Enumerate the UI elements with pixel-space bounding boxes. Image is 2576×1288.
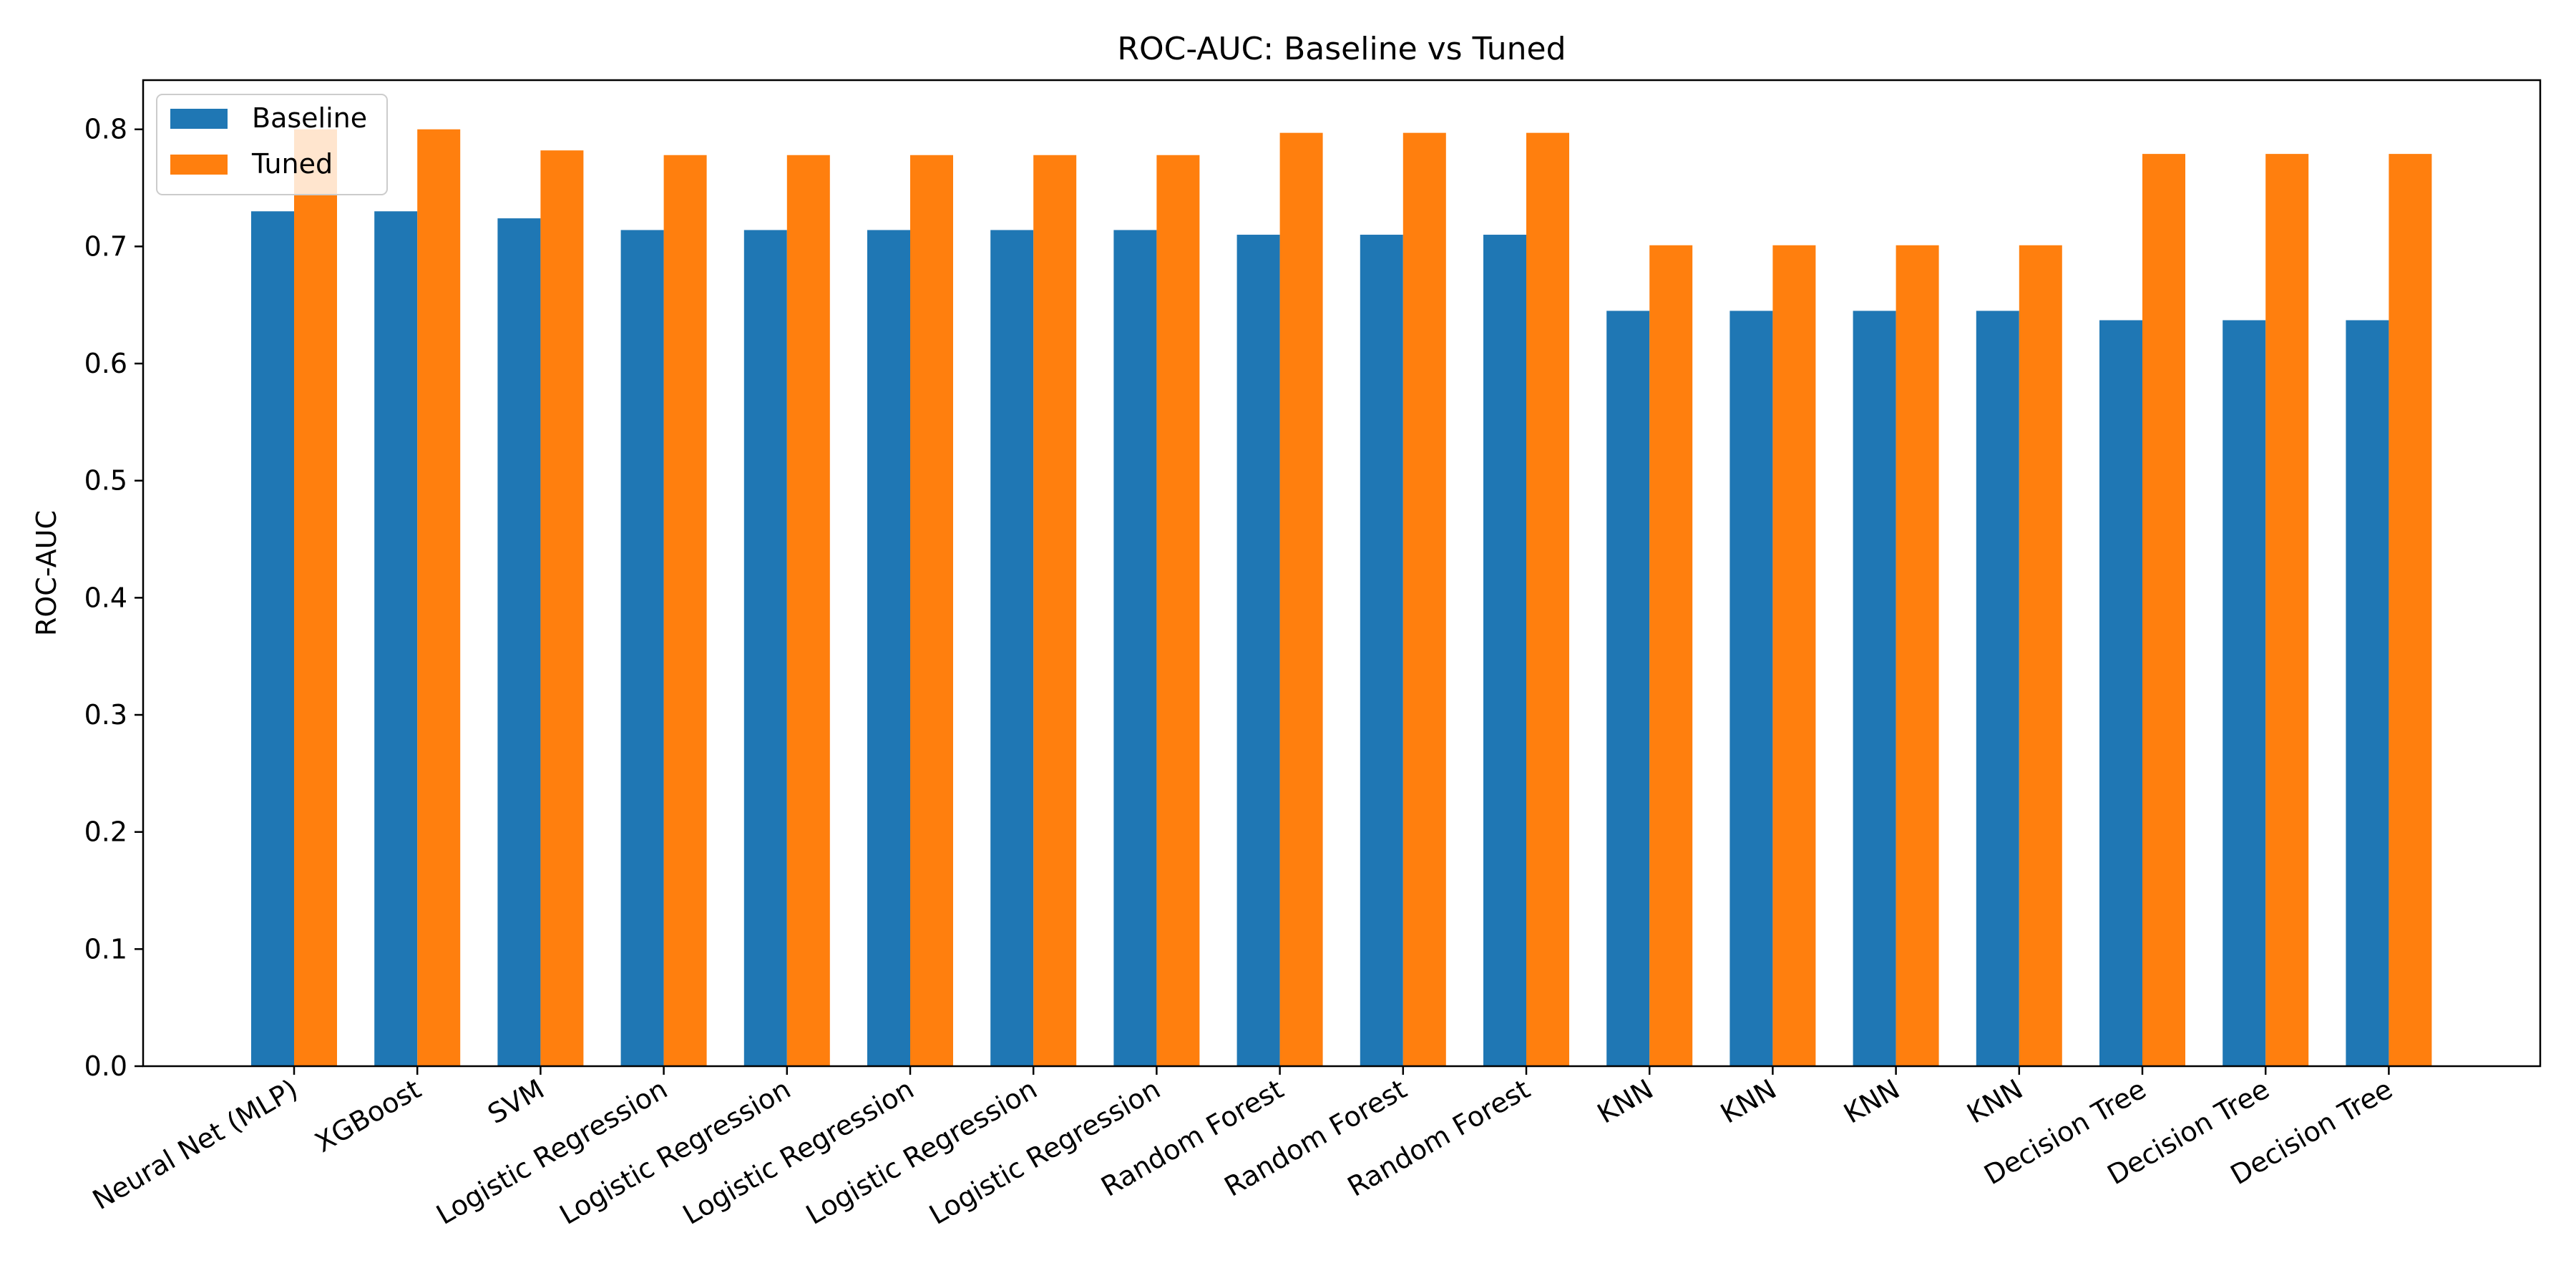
bar-tuned-2 bbox=[540, 150, 584, 1066]
bar-baseline-2 bbox=[497, 218, 541, 1066]
y-tick-label: 0.5 bbox=[84, 465, 127, 497]
bar-baseline-10 bbox=[1483, 235, 1526, 1066]
bar-tuned-4 bbox=[786, 155, 830, 1066]
bar-tuned-10 bbox=[1526, 132, 1569, 1066]
legend-label-tuned: Tuned bbox=[251, 148, 333, 180]
bar-tuned-7 bbox=[1156, 155, 1200, 1066]
bar-tuned-15 bbox=[2142, 154, 2185, 1067]
legend[interactable]: Baseline Tuned bbox=[156, 94, 388, 195]
bar-baseline-13 bbox=[1853, 311, 1896, 1066]
y-tick-label: 0.8 bbox=[84, 114, 127, 145]
y-tick-label: 0.2 bbox=[84, 816, 127, 848]
bar-baseline-5 bbox=[867, 230, 910, 1066]
bar-baseline-17 bbox=[2346, 320, 2389, 1067]
y-tick-label: 0.1 bbox=[84, 933, 127, 965]
bar-baseline-6 bbox=[990, 230, 1034, 1066]
bar-baseline-11 bbox=[1606, 311, 1650, 1066]
bar-baseline-15 bbox=[2099, 320, 2142, 1067]
chart-title: ROC-AUC: Baseline vs Tuned bbox=[1117, 31, 1566, 67]
bar-baseline-0 bbox=[251, 211, 294, 1067]
y-tick-label: 0.3 bbox=[84, 699, 127, 731]
bar-baseline-12 bbox=[1729, 311, 1773, 1066]
bar-baseline-9 bbox=[1360, 235, 1403, 1066]
y-tick-label: 0.7 bbox=[84, 230, 127, 262]
bar-tuned-5 bbox=[910, 155, 953, 1066]
legend-swatch-baseline bbox=[170, 109, 228, 129]
y-tick-label: 0.0 bbox=[84, 1050, 127, 1082]
bar-tuned-11 bbox=[1649, 245, 1693, 1067]
bar-tuned-12 bbox=[1772, 245, 1816, 1067]
bar-tuned-13 bbox=[1896, 245, 1939, 1067]
bar-baseline-3 bbox=[620, 230, 664, 1066]
bar-tuned-9 bbox=[1402, 132, 1446, 1066]
bar-tuned-8 bbox=[1279, 132, 1323, 1066]
bar-tuned-3 bbox=[663, 155, 707, 1066]
bars-group bbox=[251, 129, 2432, 1067]
bar-baseline-7 bbox=[1113, 230, 1157, 1066]
bar-tuned-14 bbox=[2019, 245, 2062, 1067]
bar-baseline-16 bbox=[2223, 320, 2266, 1067]
bar-tuned-16 bbox=[2265, 154, 2309, 1067]
legend-label-baseline: Baseline bbox=[252, 102, 367, 134]
y-tick-label: 0.6 bbox=[84, 348, 127, 379]
bar-baseline-14 bbox=[1976, 311, 2019, 1066]
legend-swatch-tuned bbox=[170, 155, 228, 175]
bar-baseline-8 bbox=[1236, 235, 1280, 1066]
bar-tuned-17 bbox=[2389, 154, 2432, 1067]
bar-tuned-0 bbox=[294, 129, 337, 1067]
y-axis-label: ROC-AUC bbox=[31, 510, 62, 636]
bar-tuned-6 bbox=[1033, 155, 1077, 1066]
bar-baseline-1 bbox=[374, 211, 418, 1067]
y-tick-label: 0.4 bbox=[84, 582, 127, 613]
bar-baseline-4 bbox=[743, 230, 787, 1066]
bar-tuned-1 bbox=[417, 129, 461, 1067]
plot-frame bbox=[142, 79, 2542, 1068]
y-axis: 0.0 0.1 0.2 0.3 0.4 0.5 0.6 0.7 0.8 bbox=[84, 114, 143, 1082]
